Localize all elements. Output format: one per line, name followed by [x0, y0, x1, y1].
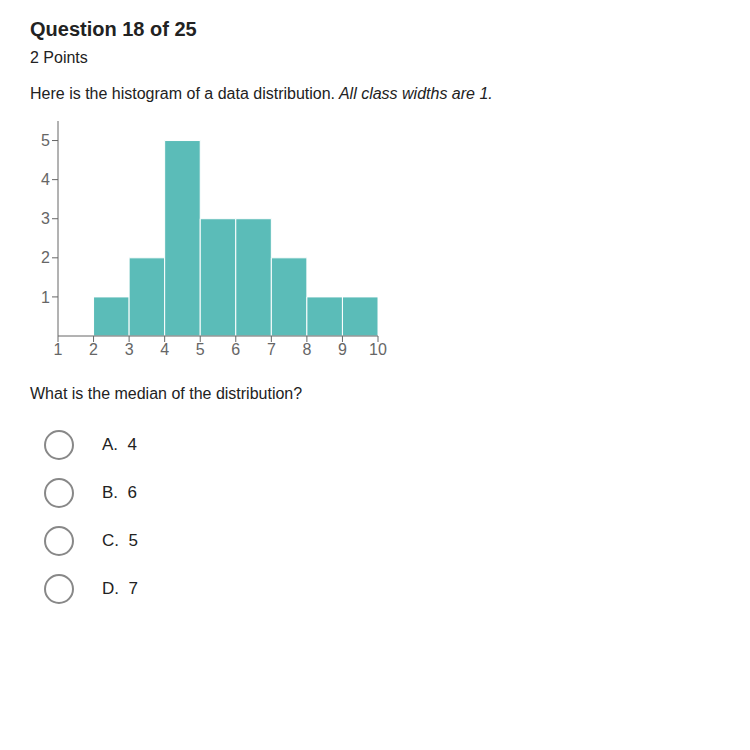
- svg-text:4: 4: [41, 171, 50, 188]
- html-text:Here is the histogram of a dat: Here is the histogram of a data distribu…: [30, 85, 493, 102]
- html-text:Question 18 of 25: Question 18 of 25: [30, 18, 197, 40]
- html-text:D. 7: D. 7: [102, 579, 138, 598]
- svg-text:6: 6: [231, 341, 240, 358]
- html-text:B. 6: B. 6: [102, 483, 137, 502]
- svg-text:3: 3: [125, 341, 134, 358]
- svg-text:8: 8: [302, 341, 311, 358]
- svg-text:2: 2: [41, 249, 50, 266]
- svg-text:1: 1: [41, 289, 50, 306]
- svg-text:5: 5: [196, 341, 205, 358]
- svg-text:4: 4: [160, 341, 169, 358]
- svg-text:10: 10: [369, 341, 387, 358]
- svg-text:5: 5: [41, 132, 50, 149]
- svg-text:2: 2: [89, 341, 98, 358]
- svg-text:7: 7: [267, 341, 276, 358]
- svg-text:3: 3: [41, 210, 50, 227]
- svg-text:1: 1: [54, 341, 63, 358]
- svg-text:9: 9: [338, 341, 347, 358]
- html-text:What is the median of the dist: What is the median of the distribution?: [30, 385, 303, 402]
- html-text:A. 4: A. 4: [102, 435, 137, 454]
- html-text:C. 5: C. 5: [102, 531, 138, 550]
- html-text:2 Points: 2 Points: [30, 49, 88, 66]
